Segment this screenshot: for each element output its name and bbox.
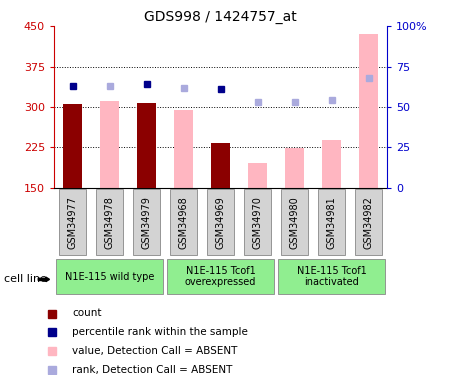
FancyBboxPatch shape: [133, 189, 160, 255]
FancyBboxPatch shape: [170, 189, 198, 255]
Text: percentile rank within the sample: percentile rank within the sample: [72, 327, 248, 337]
Text: N1E-115 wild type: N1E-115 wild type: [65, 272, 154, 282]
Text: value, Detection Call = ABSENT: value, Detection Call = ABSENT: [72, 346, 238, 356]
Text: GSM34980: GSM34980: [289, 196, 300, 249]
Bar: [174, 110, 193, 188]
Text: cell line: cell line: [4, 274, 48, 284]
Text: GSM34977: GSM34977: [68, 196, 77, 249]
Text: rank, Detection Call = ABSENT: rank, Detection Call = ABSENT: [72, 365, 233, 375]
Text: count: count: [72, 309, 102, 318]
Text: GSM34978: GSM34978: [104, 196, 114, 249]
Text: GSM34981: GSM34981: [327, 196, 337, 249]
Bar: [63, 104, 82, 188]
Text: GSM34969: GSM34969: [216, 196, 225, 249]
Text: GSM34982: GSM34982: [364, 196, 374, 249]
FancyBboxPatch shape: [58, 189, 86, 255]
Text: N1E-115 Tcof1
overexpressed: N1E-115 Tcof1 overexpressed: [185, 266, 256, 287]
Bar: [285, 148, 304, 188]
FancyBboxPatch shape: [207, 189, 234, 255]
Text: GSM34979: GSM34979: [141, 196, 152, 249]
FancyBboxPatch shape: [281, 189, 308, 255]
Bar: [100, 102, 119, 188]
Bar: [137, 103, 156, 188]
FancyBboxPatch shape: [318, 189, 346, 255]
FancyBboxPatch shape: [56, 259, 163, 294]
Text: GSM34968: GSM34968: [179, 196, 189, 249]
Text: GSM34970: GSM34970: [252, 196, 262, 249]
FancyBboxPatch shape: [95, 189, 123, 255]
Bar: [211, 143, 230, 188]
Title: GDS998 / 1424757_at: GDS998 / 1424757_at: [144, 10, 297, 24]
FancyBboxPatch shape: [355, 189, 382, 255]
Text: N1E-115 Tcof1
inactivated: N1E-115 Tcof1 inactivated: [297, 266, 366, 287]
Bar: [359, 34, 378, 188]
FancyBboxPatch shape: [278, 259, 385, 294]
Bar: [248, 164, 267, 188]
Bar: [322, 140, 341, 188]
FancyBboxPatch shape: [243, 189, 271, 255]
FancyBboxPatch shape: [167, 259, 274, 294]
